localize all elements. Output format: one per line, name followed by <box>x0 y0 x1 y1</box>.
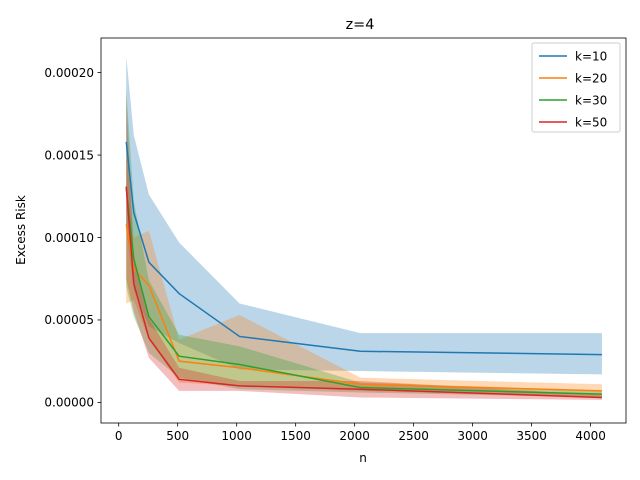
x-tick-label: 1500 <box>280 429 311 443</box>
legend-box <box>531 42 621 133</box>
legend-label-k-10: k=10 <box>575 49 607 63</box>
series-lines <box>125 141 602 399</box>
legend-items: k=10 k=20 k=30 k=50 <box>539 49 607 129</box>
x-tick-label: 3500 <box>516 429 547 443</box>
confidence-bands <box>126 56 602 400</box>
line-k-20 <box>125 224 602 392</box>
x-tick-label: 2500 <box>398 429 429 443</box>
y-tick-label: 0.00005 <box>44 313 94 327</box>
y-tick-label: 0.00015 <box>44 148 94 162</box>
band-k-10 <box>126 56 602 375</box>
y-tick-label: 0.00020 <box>44 66 94 80</box>
legend: k=10 k=20 k=30 k=50 <box>531 42 621 133</box>
x-tick-label: 0 <box>115 429 123 443</box>
legend-label-k-20: k=20 <box>575 71 607 85</box>
line-k-50 <box>125 186 602 399</box>
legend-label-k-30: k=30 <box>575 93 607 107</box>
plot-area-frame <box>100 37 627 424</box>
x-tick-label: 500 <box>166 429 189 443</box>
x-tick-label: 1000 <box>221 429 252 443</box>
x-axis-label: n <box>359 451 367 465</box>
x-tick-label: 4000 <box>575 429 606 443</box>
x-axis-ticks: 0 500 1000 1500 2000 2500 3000 3500 4000 <box>115 423 606 443</box>
x-tick-label: 3000 <box>457 429 488 443</box>
y-tick-label: 0.00000 <box>44 396 94 410</box>
y-axis-label: Excess Risk <box>14 195 28 265</box>
chart-title: z=4 <box>346 17 375 33</box>
band-k-30 <box>126 89 602 398</box>
legend-label-k-50: k=50 <box>575 115 607 129</box>
x-tick-label: 2000 <box>339 429 370 443</box>
line-k-10 <box>125 141 602 356</box>
line-k-30 <box>125 187 602 395</box>
y-axis-ticks: 0.00000 0.00005 0.00010 0.00015 0.00020 <box>44 66 101 410</box>
y-tick-label: 0.00010 <box>44 231 94 245</box>
band-k-50 <box>126 94 602 400</box>
band-k-20 <box>126 145 602 398</box>
